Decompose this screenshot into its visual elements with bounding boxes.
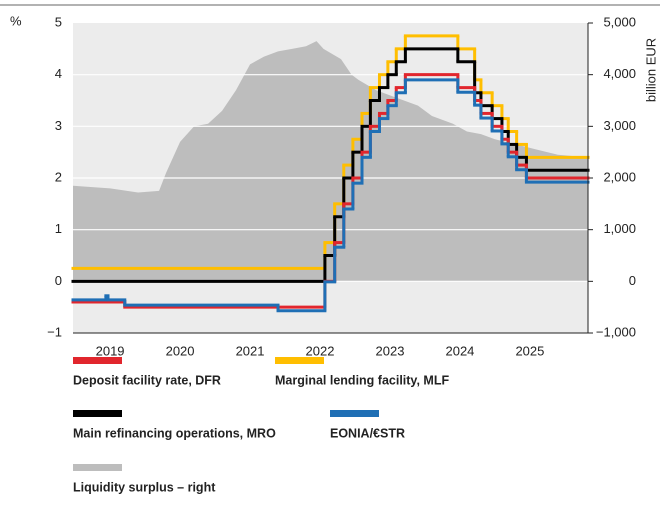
legend-swatch [73,410,122,417]
x-tick-label: 2019 [96,343,125,358]
y2-tick-label: 2,000 [603,169,636,184]
y-unit-label: % [10,13,22,28]
legend-swatch [73,357,122,364]
legend-swatch [330,410,379,417]
y2-tick-label: 1,000 [603,221,636,236]
legend-label: Main refinancing operations, MRO [73,426,276,440]
x-tick-label: 2025 [515,343,544,358]
y-tick-label: 3 [55,118,62,133]
x-tick-label: 2020 [166,343,195,358]
y2-tick-label: 4,000 [603,66,636,81]
legend-label: Liquidity surplus – right [73,480,216,494]
y-tick-label: 0 [55,273,62,288]
y2-tick-label: 0 [629,273,636,288]
y2-tick-label: 3,000 [603,118,636,133]
x-tick-label: 2023 [376,343,405,358]
x-tick-label: 2021 [236,343,265,358]
legend-label: Deposit facility rate, DFR [73,373,221,387]
legend-swatch [73,464,122,471]
y-tick-label: 4 [55,66,62,81]
y-tick-label: −1 [47,324,62,339]
liquidity-area [73,41,588,282]
y2-tick-label: −1,000 [596,324,636,339]
rate-line [71,78,590,313]
y-tick-label: 1 [55,221,62,236]
x-tick-label: 2022 [306,343,335,358]
y2-axis-label: billion EUR [643,38,658,102]
x-tick-label: 2024 [445,343,474,358]
legend-swatch [275,357,324,364]
legend-label: Marginal lending facility, MLF [275,373,449,387]
y2-tick-label: 5,000 [603,14,636,29]
y-tick-label: 5 [55,14,62,29]
y-tick-label: 2 [55,169,62,184]
legend-label: EONIA/€STR [330,426,405,440]
